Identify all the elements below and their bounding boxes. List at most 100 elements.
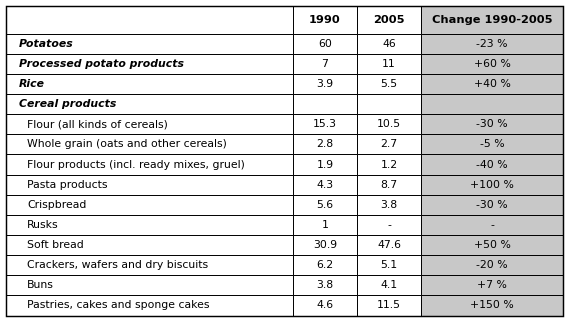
Text: -40 %: -40 % <box>476 159 508 169</box>
Text: -: - <box>387 220 391 230</box>
Text: Buns: Buns <box>27 280 54 290</box>
Bar <box>6 74 293 94</box>
Text: Flour (all kinds of cereals): Flour (all kinds of cereals) <box>27 119 168 129</box>
Text: Change 1990-2005: Change 1990-2005 <box>432 15 552 25</box>
Text: +150 %: +150 % <box>471 300 514 310</box>
Bar <box>357 235 421 255</box>
Bar <box>6 275 293 295</box>
Text: Pasta products: Pasta products <box>27 180 108 190</box>
Bar <box>357 175 421 195</box>
Text: Crispbread: Crispbread <box>27 200 86 210</box>
Text: 2.7: 2.7 <box>381 139 398 149</box>
Text: 1.9: 1.9 <box>316 159 333 169</box>
Bar <box>293 175 357 195</box>
Text: -: - <box>490 220 494 230</box>
Bar <box>293 94 357 114</box>
Bar <box>421 295 563 316</box>
Bar <box>421 114 563 134</box>
Bar <box>357 215 421 235</box>
Text: -23 %: -23 % <box>476 39 508 49</box>
Bar <box>357 134 421 155</box>
Bar <box>421 54 563 74</box>
Bar <box>6 255 293 275</box>
Text: 7: 7 <box>321 59 328 69</box>
Bar <box>421 195 563 215</box>
Text: 8.7: 8.7 <box>381 180 398 190</box>
Text: 2005: 2005 <box>373 15 405 25</box>
Text: 5.1: 5.1 <box>381 260 398 270</box>
Bar <box>357 6 421 33</box>
Text: Flour products (incl. ready mixes, gruel): Flour products (incl. ready mixes, gruel… <box>27 159 245 169</box>
Text: +50 %: +50 % <box>474 240 510 250</box>
Text: 3.9: 3.9 <box>316 79 333 89</box>
Text: Rusks: Rusks <box>27 220 59 230</box>
Text: Pastries, cakes and sponge cakes: Pastries, cakes and sponge cakes <box>27 300 210 310</box>
Bar <box>421 175 563 195</box>
Text: 1: 1 <box>321 220 328 230</box>
Text: -30 %: -30 % <box>476 119 508 129</box>
Bar <box>6 155 293 175</box>
Bar <box>421 6 563 33</box>
Bar <box>293 54 357 74</box>
Text: 1990: 1990 <box>309 15 341 25</box>
Text: 4.6: 4.6 <box>316 300 333 310</box>
Bar <box>293 155 357 175</box>
Bar <box>6 175 293 195</box>
Bar <box>421 94 563 114</box>
Text: Rice: Rice <box>19 79 44 89</box>
Bar <box>421 255 563 275</box>
Bar <box>357 255 421 275</box>
Bar <box>421 33 563 54</box>
Text: +100 %: +100 % <box>470 180 514 190</box>
Bar <box>293 235 357 255</box>
Bar <box>293 114 357 134</box>
Bar <box>293 33 357 54</box>
Bar <box>357 94 421 114</box>
Bar <box>357 74 421 94</box>
Text: 1.2: 1.2 <box>381 159 398 169</box>
Bar <box>421 74 563 94</box>
Bar <box>6 195 293 215</box>
Text: 46: 46 <box>382 39 396 49</box>
Bar <box>6 33 293 54</box>
Text: 6.2: 6.2 <box>316 260 333 270</box>
Bar <box>421 235 563 255</box>
Bar <box>293 6 357 33</box>
Bar <box>421 155 563 175</box>
Bar <box>357 33 421 54</box>
Bar <box>421 275 563 295</box>
Text: 60: 60 <box>318 39 332 49</box>
Text: 2.8: 2.8 <box>316 139 333 149</box>
Text: +40 %: +40 % <box>474 79 510 89</box>
Bar <box>6 295 293 316</box>
Text: 5.5: 5.5 <box>381 79 398 89</box>
Text: Whole grain (oats and other cereals): Whole grain (oats and other cereals) <box>27 139 227 149</box>
Bar <box>6 235 293 255</box>
Text: 11.5: 11.5 <box>377 300 401 310</box>
Text: -20 %: -20 % <box>476 260 508 270</box>
Text: 4.1: 4.1 <box>381 280 398 290</box>
Text: Crackers, wafers and dry biscuits: Crackers, wafers and dry biscuits <box>27 260 208 270</box>
Bar <box>6 54 293 74</box>
Bar <box>421 215 563 235</box>
Text: 30.9: 30.9 <box>313 240 337 250</box>
Bar <box>293 275 357 295</box>
Bar <box>293 295 357 316</box>
Bar <box>293 195 357 215</box>
Text: 3.8: 3.8 <box>316 280 333 290</box>
Bar <box>293 134 357 155</box>
Bar <box>6 6 293 33</box>
Bar <box>357 295 421 316</box>
Text: 5.6: 5.6 <box>316 200 333 210</box>
Bar <box>421 134 563 155</box>
Bar <box>357 155 421 175</box>
Text: 11: 11 <box>382 59 396 69</box>
Bar <box>6 114 293 134</box>
Text: Potatoes: Potatoes <box>19 39 73 49</box>
Bar <box>357 114 421 134</box>
Text: 15.3: 15.3 <box>313 119 337 129</box>
Bar <box>293 215 357 235</box>
Text: Processed potato products: Processed potato products <box>19 59 184 69</box>
Text: -30 %: -30 % <box>476 200 508 210</box>
Bar <box>357 195 421 215</box>
